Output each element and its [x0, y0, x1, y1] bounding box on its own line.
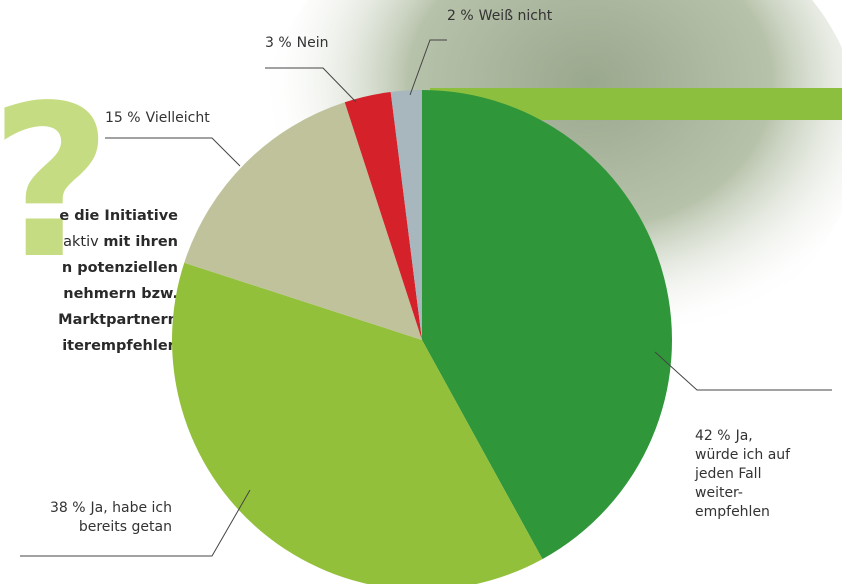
category-label: Ja, habe ich [90, 500, 172, 516]
question-part: nehmern bzw. [63, 286, 178, 302]
category-label: Nein [297, 35, 329, 51]
category-label-line: empfehlen [695, 504, 770, 520]
category-label: Weiß nicht [479, 8, 553, 24]
question-part: e die Initiative [59, 208, 178, 224]
question-line: nehmern bzw. [63, 286, 178, 302]
value-label: 15 % [105, 110, 141, 126]
leader-line [105, 138, 240, 166]
slice-label: 38 %Ja, habe ich bereits getan [50, 500, 172, 535]
category-label-line: weiter- [695, 485, 743, 501]
slice-label: 15 % Vielleicht [105, 110, 210, 126]
question-line: iterempfehlen [62, 338, 178, 354]
category-label: Ja, [735, 428, 753, 444]
question-line: aktiv mit ihren [63, 234, 178, 250]
question-line: Marktpartnern [58, 312, 178, 328]
question-part: n potenziellen [62, 260, 178, 276]
question-line: n potenziellen [62, 260, 178, 276]
slice-label: 42 %Ja, würde ich auf jeden Fall weiter-emp… [694, 428, 791, 520]
value-label: 3 % [265, 35, 292, 51]
question-line: e die Initiative [59, 208, 178, 224]
value-label: 42 % [695, 428, 731, 444]
slice-label: 2 % Weiß nicht [447, 8, 553, 24]
category-label-line: bereits getan [79, 519, 172, 535]
question-part: Marktpartnern [58, 312, 178, 328]
category-label-line: jeden Fall [694, 466, 761, 482]
question-part: iterempfehlen [62, 338, 178, 354]
question-part: aktiv [63, 234, 103, 250]
infographic: ? e die Initiativeaktiv mit ihrenn poten… [0, 0, 842, 584]
question-part: mit ihren [103, 234, 178, 250]
value-label: 38 % [50, 500, 86, 516]
value-label: 2 % [447, 8, 474, 24]
pie [172, 90, 672, 584]
leader-line [655, 352, 832, 390]
category-label-line: würde ich auf [695, 447, 791, 463]
slice-label: 3 % Nein [265, 35, 329, 51]
category-label: Vielleicht [146, 110, 211, 126]
